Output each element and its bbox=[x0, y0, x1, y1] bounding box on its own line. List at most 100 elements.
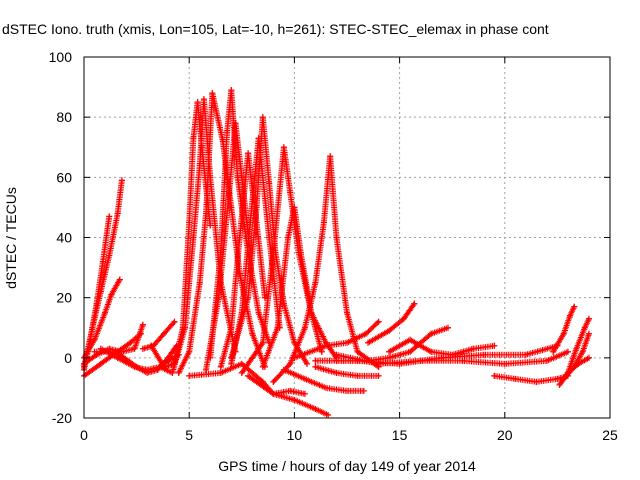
data-point bbox=[114, 354, 121, 361]
series-markers bbox=[139, 318, 178, 352]
data-point bbox=[137, 330, 144, 337]
data-point bbox=[144, 366, 151, 373]
data-point bbox=[186, 372, 193, 379]
data-point bbox=[270, 249, 277, 256]
data-point bbox=[320, 219, 327, 226]
data-point bbox=[226, 189, 233, 196]
data-point bbox=[362, 330, 369, 337]
data-point bbox=[203, 366, 210, 373]
data-point bbox=[417, 357, 424, 364]
data-point bbox=[186, 348, 193, 355]
data-point bbox=[560, 375, 567, 382]
series-10 bbox=[156, 96, 239, 376]
data-point bbox=[97, 288, 104, 295]
data-point bbox=[512, 375, 519, 382]
series-23 bbox=[312, 363, 382, 379]
data-point bbox=[259, 114, 266, 121]
x-tick-label: 10 bbox=[287, 427, 303, 443]
y-tick-label: 100 bbox=[49, 49, 73, 65]
data-point bbox=[148, 342, 155, 349]
y-tick-label: 80 bbox=[56, 109, 72, 125]
data-point bbox=[127, 339, 134, 346]
data-point bbox=[325, 411, 332, 418]
x-tick-label: 15 bbox=[392, 427, 408, 443]
data-point bbox=[444, 324, 451, 331]
data-point bbox=[200, 96, 207, 103]
data-point bbox=[354, 372, 361, 379]
data-point bbox=[106, 252, 113, 259]
data-point bbox=[97, 360, 104, 367]
data-point bbox=[581, 324, 588, 331]
x-axis-label: GPS time / hours of day 149 of year 2014 bbox=[218, 458, 476, 474]
data-point bbox=[280, 144, 287, 151]
data-point bbox=[236, 234, 243, 241]
data-point bbox=[554, 375, 561, 382]
data-point bbox=[333, 369, 340, 376]
data-point bbox=[238, 369, 245, 376]
data-point bbox=[407, 336, 414, 343]
data-point bbox=[386, 348, 393, 355]
data-point bbox=[567, 312, 574, 319]
data-point bbox=[116, 276, 123, 283]
series-34 bbox=[564, 354, 592, 376]
data-point bbox=[217, 363, 224, 370]
data-point bbox=[560, 330, 567, 337]
data-point bbox=[322, 342, 329, 349]
data-point bbox=[543, 357, 550, 364]
data-point bbox=[301, 375, 308, 382]
data-point bbox=[333, 351, 340, 358]
series-markers bbox=[365, 300, 418, 346]
data-point bbox=[585, 315, 592, 322]
data-point bbox=[209, 90, 216, 97]
series-8 bbox=[139, 318, 178, 352]
data-point bbox=[139, 345, 146, 352]
data-point bbox=[118, 177, 125, 184]
data-point bbox=[291, 396, 298, 403]
y-tick-label: -20 bbox=[52, 410, 72, 426]
data-point bbox=[97, 345, 104, 352]
data-point bbox=[312, 405, 319, 412]
data-point bbox=[287, 360, 294, 367]
data-point bbox=[190, 234, 197, 241]
data-point bbox=[259, 363, 266, 370]
data-point bbox=[304, 360, 311, 367]
data-point bbox=[571, 303, 578, 310]
x-tick-label: 20 bbox=[497, 427, 513, 443]
data-point bbox=[285, 234, 292, 241]
data-point bbox=[291, 354, 298, 361]
y-tick-label: 40 bbox=[56, 230, 72, 246]
data-point bbox=[91, 336, 98, 343]
data-point bbox=[131, 363, 138, 370]
series-24 bbox=[291, 318, 382, 361]
data-point bbox=[89, 324, 96, 331]
data-point bbox=[459, 357, 466, 364]
data-point bbox=[312, 357, 319, 364]
data-point bbox=[102, 309, 109, 316]
series-19 bbox=[270, 153, 382, 385]
data-point bbox=[274, 324, 281, 331]
data-point bbox=[550, 348, 557, 355]
series-22 bbox=[280, 366, 367, 394]
series-29 bbox=[333, 348, 571, 367]
data-point bbox=[333, 234, 340, 241]
data-point bbox=[249, 330, 256, 337]
data-point bbox=[112, 348, 119, 355]
data-point bbox=[228, 87, 235, 94]
data-point bbox=[360, 387, 367, 394]
data-point bbox=[585, 330, 592, 337]
data-point bbox=[247, 219, 254, 226]
data-point bbox=[327, 153, 334, 160]
data-point bbox=[270, 390, 277, 397]
data-point bbox=[585, 354, 592, 361]
data-point bbox=[470, 345, 477, 352]
data-point bbox=[196, 279, 203, 286]
series-18 bbox=[259, 204, 325, 370]
y-axis-label: dSTEC / TECUs bbox=[3, 187, 19, 289]
data-point bbox=[375, 318, 382, 325]
data-point bbox=[564, 369, 571, 376]
data-point bbox=[228, 324, 235, 331]
data-point bbox=[91, 348, 98, 355]
series-16 bbox=[228, 114, 311, 367]
data-point bbox=[236, 270, 243, 277]
x-tick-label: 25 bbox=[602, 427, 618, 443]
